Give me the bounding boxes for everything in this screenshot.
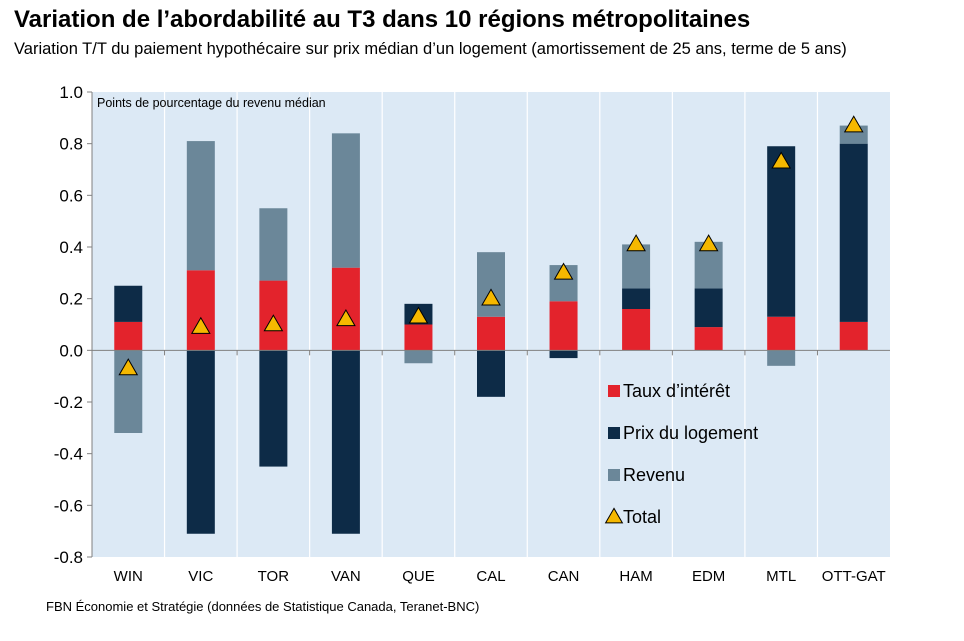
unit-note: Points de pourcentage du revenu médian (97, 96, 326, 110)
grid-lines (163, 92, 819, 557)
x-tick-label-mtl: MTL (766, 568, 796, 585)
total-marker-van (336, 309, 356, 327)
legend-label-revenu: Revenu (623, 465, 685, 485)
x-tick-label-edm: EDM (692, 568, 725, 585)
bar-revenu-que (404, 350, 433, 364)
legend-label-prix: Prix du logement (623, 423, 758, 443)
y-tick-label: -0.8 (54, 548, 83, 567)
x-tick-label-van: VAN (331, 568, 361, 585)
bar-taux-vic (186, 270, 215, 351)
bar-prix-ott-gat (839, 143, 868, 322)
bar-prix-win (114, 285, 143, 322)
legend-swatch-taux (608, 385, 620, 397)
x-tick-label-ham: HAM (619, 568, 652, 585)
bar-prix-edm (694, 288, 723, 328)
chart-subtitle: Variation T/T du paiement hypothécaire s… (14, 40, 847, 58)
bar-prix-tor (259, 350, 288, 467)
total-marker-vic (190, 316, 211, 334)
total-marker-can (553, 262, 574, 280)
legend-label-taux: Taux d’intérêt (623, 381, 730, 401)
bar-taux-van (331, 267, 360, 351)
bar-revenu-mtl (767, 350, 796, 366)
bar-taux-ott-gat (839, 321, 868, 351)
bar-prix-mtl (767, 146, 796, 317)
x-tick-label-cal: CAL (476, 568, 505, 585)
y-tick-label: 0.4 (59, 238, 83, 257)
legend-swatch-prix (608, 427, 620, 439)
y-tick-label: -0.2 (54, 393, 83, 412)
bar-revenu-vic (186, 141, 215, 271)
total-marker-cal (481, 288, 501, 306)
total-marker-mtl (771, 151, 792, 169)
y-tick-label: -0.4 (54, 445, 83, 464)
legend-swatch-revenu (608, 469, 620, 481)
y-tick-label: 0.8 (59, 135, 83, 154)
x-tick-label-que: QUE (402, 568, 435, 585)
bar-taux-que (404, 324, 433, 351)
legend: Taux d’intérêt Prix du logement Revenu Tota… (604, 381, 758, 527)
chart-title: Variation de l’abordabilité au T3 dans 1… (14, 6, 751, 33)
y-tick-label: 1.0 (59, 83, 83, 102)
x-tick-label-ott-gat: OTT-GAT (822, 568, 886, 585)
total-marker-ham (626, 234, 646, 252)
axes: 1.0 0.8 0.6 0.4 0.2 0.0 -0.2 -0.4 -0.6 -0.8 WIN VIC… (54, 83, 890, 585)
y-tick-label: -0.6 (54, 496, 83, 515)
total-marker-edm (698, 234, 719, 252)
x-tick-label-vic: VIC (188, 568, 213, 585)
bar-prix-van (331, 350, 360, 534)
total-marker-tor (263, 314, 284, 332)
bar-prix-vic (186, 350, 215, 534)
source-note: FBN Économie et Stratégie (données de St… (46, 599, 480, 614)
bar-revenu-cal (477, 252, 505, 317)
bar-prix-can (549, 350, 578, 359)
total-markers (118, 115, 864, 376)
bars (114, 125, 868, 534)
total-marker-win (118, 358, 139, 376)
bar-taux-edm (694, 327, 723, 351)
y-tick-label: 0.6 (59, 186, 83, 205)
bar-taux-mtl (767, 316, 796, 351)
y-tick-label: 0.0 (59, 341, 83, 360)
bar-prix-cal (477, 350, 505, 397)
legend-label-total: Total (623, 507, 661, 527)
bar-taux-ham (622, 309, 651, 351)
total-marker-ott-gat (843, 115, 864, 133)
legend-swatch-total (604, 507, 624, 524)
y-tick-label: 0.2 (59, 290, 83, 309)
bar-taux-can (549, 301, 578, 351)
x-tick-label-tor: TOR (258, 568, 290, 585)
total-marker-que (408, 306, 429, 324)
bar-taux-cal (477, 316, 505, 351)
x-tick-label-can: CAN (548, 568, 580, 585)
bar-revenu-tor (259, 208, 288, 281)
x-tick-label-win: WIN (114, 568, 143, 585)
bar-revenu-van (331, 133, 360, 268)
bar-revenu-ham (622, 244, 651, 289)
bar-taux-win (114, 321, 143, 351)
bar-prix-ham (622, 288, 651, 309)
